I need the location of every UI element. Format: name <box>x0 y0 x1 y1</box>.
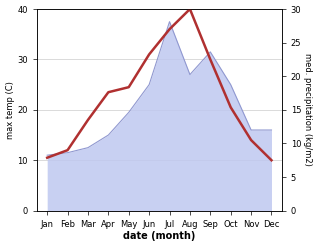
Y-axis label: max temp (C): max temp (C) <box>5 81 15 139</box>
X-axis label: date (month): date (month) <box>123 231 196 242</box>
Y-axis label: med. precipitation (kg/m2): med. precipitation (kg/m2) <box>303 53 313 166</box>
